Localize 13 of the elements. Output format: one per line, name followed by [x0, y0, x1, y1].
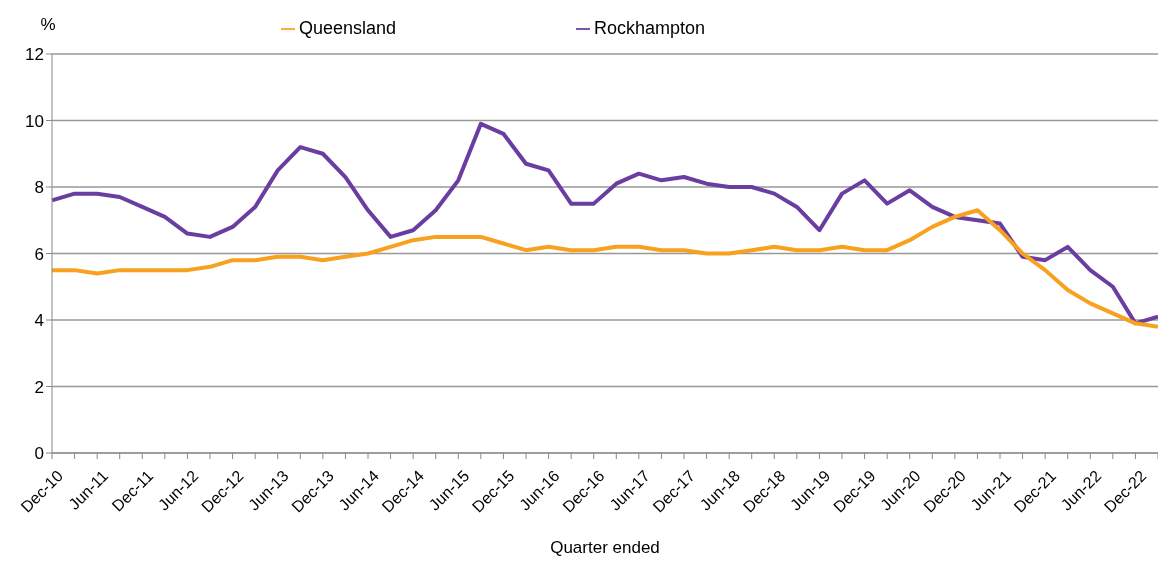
y-tick-label: 4	[34, 311, 44, 331]
y-tick-label: 10	[25, 111, 44, 131]
legend-label: Queensland	[298, 18, 396, 38]
line-series	[50, 121, 1158, 326]
y-tick-label: 2	[34, 377, 44, 397]
y-tick-label: 8	[34, 178, 44, 198]
x-axis-title: Quarter ended	[550, 538, 660, 557]
y-tick-label: 6	[34, 244, 44, 264]
y-tick-label: 12	[25, 45, 44, 65]
y-axis-title: %	[40, 15, 56, 34]
line-series	[50, 208, 1158, 329]
y-tick-label: 0	[34, 444, 44, 464]
legend-label: Rockhampton	[594, 18, 706, 38]
